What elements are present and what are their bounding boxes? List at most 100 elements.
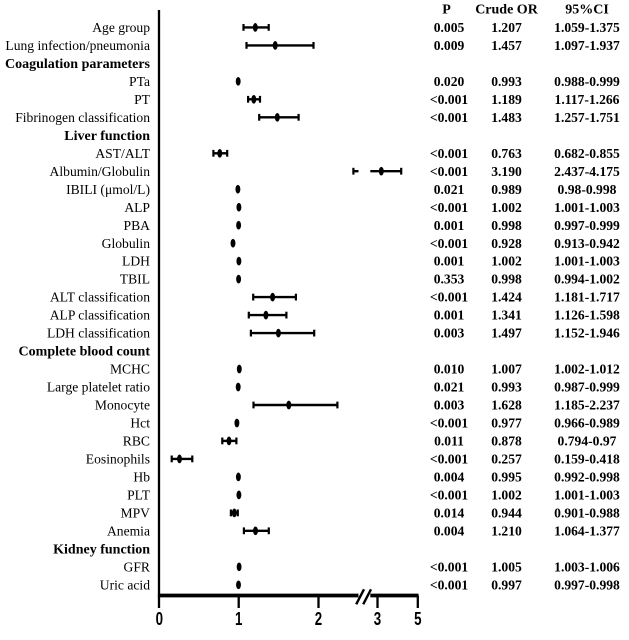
svg-text:1.002: 1.002: [491, 254, 522, 269]
svg-text:<0.001: <0.001: [430, 110, 469, 125]
svg-text:0.993: 0.993: [491, 74, 522, 89]
svg-text:<0.001: <0.001: [430, 452, 469, 467]
svg-text:1.059-1.375: 1.059-1.375: [554, 20, 620, 35]
svg-text:<0.001: <0.001: [430, 577, 469, 592]
svg-text:Age group: Age group: [92, 20, 150, 35]
svg-text:0.901-0.988: 0.901-0.988: [554, 506, 620, 521]
svg-text:0.014: 0.014: [434, 506, 465, 521]
svg-text:95%CI: 95%CI: [565, 2, 609, 17]
svg-text:GFR: GFR: [124, 559, 151, 574]
svg-text:0.987-0.999: 0.987-0.999: [554, 380, 620, 395]
svg-text:0.878: 0.878: [491, 434, 522, 449]
svg-text:1: 1: [235, 609, 242, 630]
svg-text:Large platelet ratio: Large platelet ratio: [47, 380, 150, 395]
svg-text:0.913-0.942: 0.913-0.942: [554, 236, 620, 251]
svg-text:1.001-1.003: 1.001-1.003: [554, 488, 620, 503]
svg-text:Coagulation parameters: Coagulation parameters: [5, 57, 151, 72]
svg-text:AST/ALT: AST/ALT: [95, 146, 150, 161]
svg-text:PLT: PLT: [127, 488, 151, 503]
svg-text:3: 3: [374, 609, 381, 630]
svg-text:0.001: 0.001: [434, 218, 465, 233]
svg-text:Complete blood count: Complete blood count: [19, 345, 151, 360]
svg-text:1.210: 1.210: [491, 523, 522, 538]
svg-text:0.011: 0.011: [434, 434, 464, 449]
svg-text:0.010: 0.010: [434, 362, 465, 377]
svg-text:MPV: MPV: [121, 506, 151, 521]
svg-text:<0.001: <0.001: [430, 200, 469, 215]
svg-text:1.003-1.006: 1.003-1.006: [554, 559, 620, 574]
svg-text:0.977: 0.977: [491, 416, 522, 431]
svg-text:1.207: 1.207: [491, 20, 522, 35]
svg-text:0.794-0.97: 0.794-0.97: [558, 434, 617, 449]
svg-text:0.159-0.418: 0.159-0.418: [554, 452, 620, 467]
svg-text:0.001: 0.001: [434, 308, 465, 323]
svg-text:Crude OR: Crude OR: [475, 2, 539, 17]
svg-text:5: 5: [414, 609, 421, 630]
svg-text:<0.001: <0.001: [430, 92, 469, 107]
svg-text:Globulin: Globulin: [102, 236, 151, 251]
svg-text:0.003: 0.003: [434, 398, 465, 413]
svg-text:0.997-0.999: 0.997-0.999: [554, 218, 620, 233]
svg-text:0.353: 0.353: [434, 272, 465, 287]
svg-text:0.994-1.002: 0.994-1.002: [554, 272, 620, 287]
svg-text:0.009: 0.009: [434, 38, 465, 53]
svg-text:1.628: 1.628: [491, 398, 522, 413]
svg-text:LDH: LDH: [122, 254, 150, 269]
svg-text:ALT classification: ALT classification: [50, 290, 150, 305]
svg-text:0.021: 0.021: [434, 380, 465, 395]
svg-text:1.002-1.012: 1.002-1.012: [554, 362, 620, 377]
svg-text:1.097-1.937: 1.097-1.937: [554, 38, 620, 53]
svg-text:0.004: 0.004: [434, 523, 465, 538]
svg-text:Fibrinogen classification: Fibrinogen classification: [15, 110, 150, 125]
svg-text:Kidney function: Kidney function: [53, 542, 150, 557]
svg-text:1.002: 1.002: [491, 200, 522, 215]
svg-text:1.117-1.266: 1.117-1.266: [555, 92, 620, 107]
svg-text:1.424: 1.424: [491, 290, 522, 305]
svg-text:0.966-0.989: 0.966-0.989: [554, 416, 620, 431]
svg-text:Monocyte: Monocyte: [95, 398, 150, 413]
svg-text:0.944: 0.944: [491, 506, 522, 521]
svg-text:P: P: [442, 2, 451, 17]
svg-text:0.021: 0.021: [434, 182, 465, 197]
svg-text:PBA: PBA: [124, 218, 151, 233]
svg-text:0: 0: [156, 609, 163, 630]
svg-text:1.181-1.717: 1.181-1.717: [554, 290, 620, 305]
svg-text:1.007: 1.007: [491, 362, 522, 377]
svg-text:0.020: 0.020: [434, 74, 465, 89]
svg-text:Hb: Hb: [133, 470, 150, 485]
svg-text:PT: PT: [134, 92, 151, 107]
svg-text:0.995: 0.995: [491, 470, 522, 485]
svg-text:1.457: 1.457: [491, 38, 522, 53]
svg-text:Uric acid: Uric acid: [100, 577, 150, 592]
svg-text:1.185-2.237: 1.185-2.237: [554, 398, 620, 413]
svg-text:1.497: 1.497: [491, 326, 522, 341]
svg-text:0.928: 0.928: [491, 236, 522, 251]
svg-text:0.004: 0.004: [434, 470, 465, 485]
svg-text:1.483: 1.483: [491, 110, 522, 125]
svg-text:1.126-1.598: 1.126-1.598: [554, 308, 620, 323]
svg-text:<0.001: <0.001: [430, 164, 469, 179]
svg-text:0.763: 0.763: [491, 146, 522, 161]
svg-text:0.992-0.998: 0.992-0.998: [554, 470, 620, 485]
svg-text:0.257: 0.257: [491, 452, 522, 467]
svg-text:<0.001: <0.001: [430, 236, 469, 251]
svg-text:<0.001: <0.001: [430, 416, 469, 431]
svg-text:<0.001: <0.001: [430, 146, 469, 161]
svg-text:0.993: 0.993: [491, 380, 522, 395]
svg-text:1.001-1.003: 1.001-1.003: [554, 254, 620, 269]
svg-text:2.437-4.175: 2.437-4.175: [554, 164, 620, 179]
svg-text:1.341: 1.341: [491, 308, 522, 323]
svg-text:<0.001: <0.001: [430, 559, 469, 574]
svg-text:LDH classification: LDH classification: [47, 326, 150, 341]
svg-text:<0.001: <0.001: [430, 290, 469, 305]
svg-text:3.190: 3.190: [491, 164, 522, 179]
svg-text:RBC: RBC: [123, 434, 150, 449]
svg-text:1.189: 1.189: [491, 92, 522, 107]
svg-text:0.001: 0.001: [434, 254, 465, 269]
svg-text:PTa: PTa: [129, 74, 150, 89]
svg-text:0.998: 0.998: [491, 272, 522, 287]
svg-text:ALP: ALP: [124, 200, 150, 215]
svg-text:1.064-1.377: 1.064-1.377: [554, 523, 620, 538]
svg-text:1.152-1.946: 1.152-1.946: [554, 326, 620, 341]
svg-text:Albumin/Globulin: Albumin/Globulin: [50, 164, 151, 179]
